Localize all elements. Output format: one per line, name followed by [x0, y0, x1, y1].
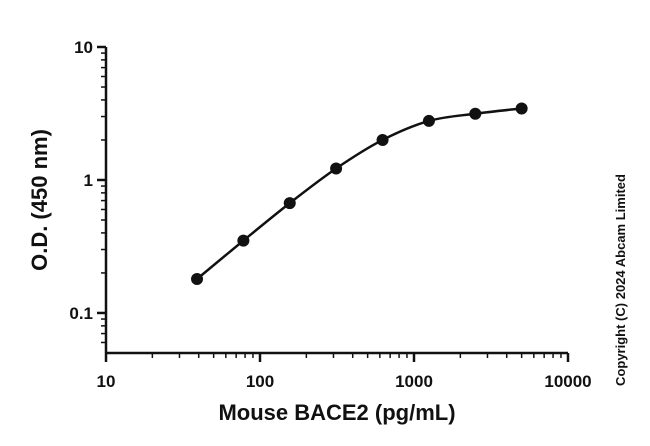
y-tick-labels: 10 1 0.1 — [69, 38, 93, 323]
y-tick-label: 1 — [84, 171, 93, 190]
x-tick-label: 10000 — [544, 372, 591, 391]
x-axis-title: Mouse BACE2 (pg/mL) — [218, 400, 455, 425]
copyright-text: Copyright (C) 2024 Abcam Limited — [613, 174, 628, 386]
fit-curve — [196, 107, 522, 280]
y-tick-label: 0.1 — [69, 304, 93, 323]
data-points — [191, 102, 528, 286]
data-point — [237, 234, 250, 247]
data-point — [422, 114, 435, 127]
axes — [104, 47, 568, 355]
data-point — [283, 197, 296, 210]
y-ticks — [97, 45, 106, 344]
data-point — [191, 273, 204, 286]
x-tick-label: 1000 — [395, 372, 433, 391]
data-point — [515, 102, 528, 115]
data-point — [469, 107, 482, 120]
x-ticks — [104, 353, 570, 362]
x-tick-label: 100 — [246, 372, 274, 391]
x-tick-label: 10 — [97, 372, 116, 391]
data-point — [376, 133, 389, 146]
x-tick-labels: 10 100 1000 10000 — [97, 372, 592, 391]
data-point — [330, 162, 343, 175]
y-axis-title: O.D. (450 nm) — [27, 129, 52, 271]
y-tick-label: 10 — [74, 38, 93, 57]
